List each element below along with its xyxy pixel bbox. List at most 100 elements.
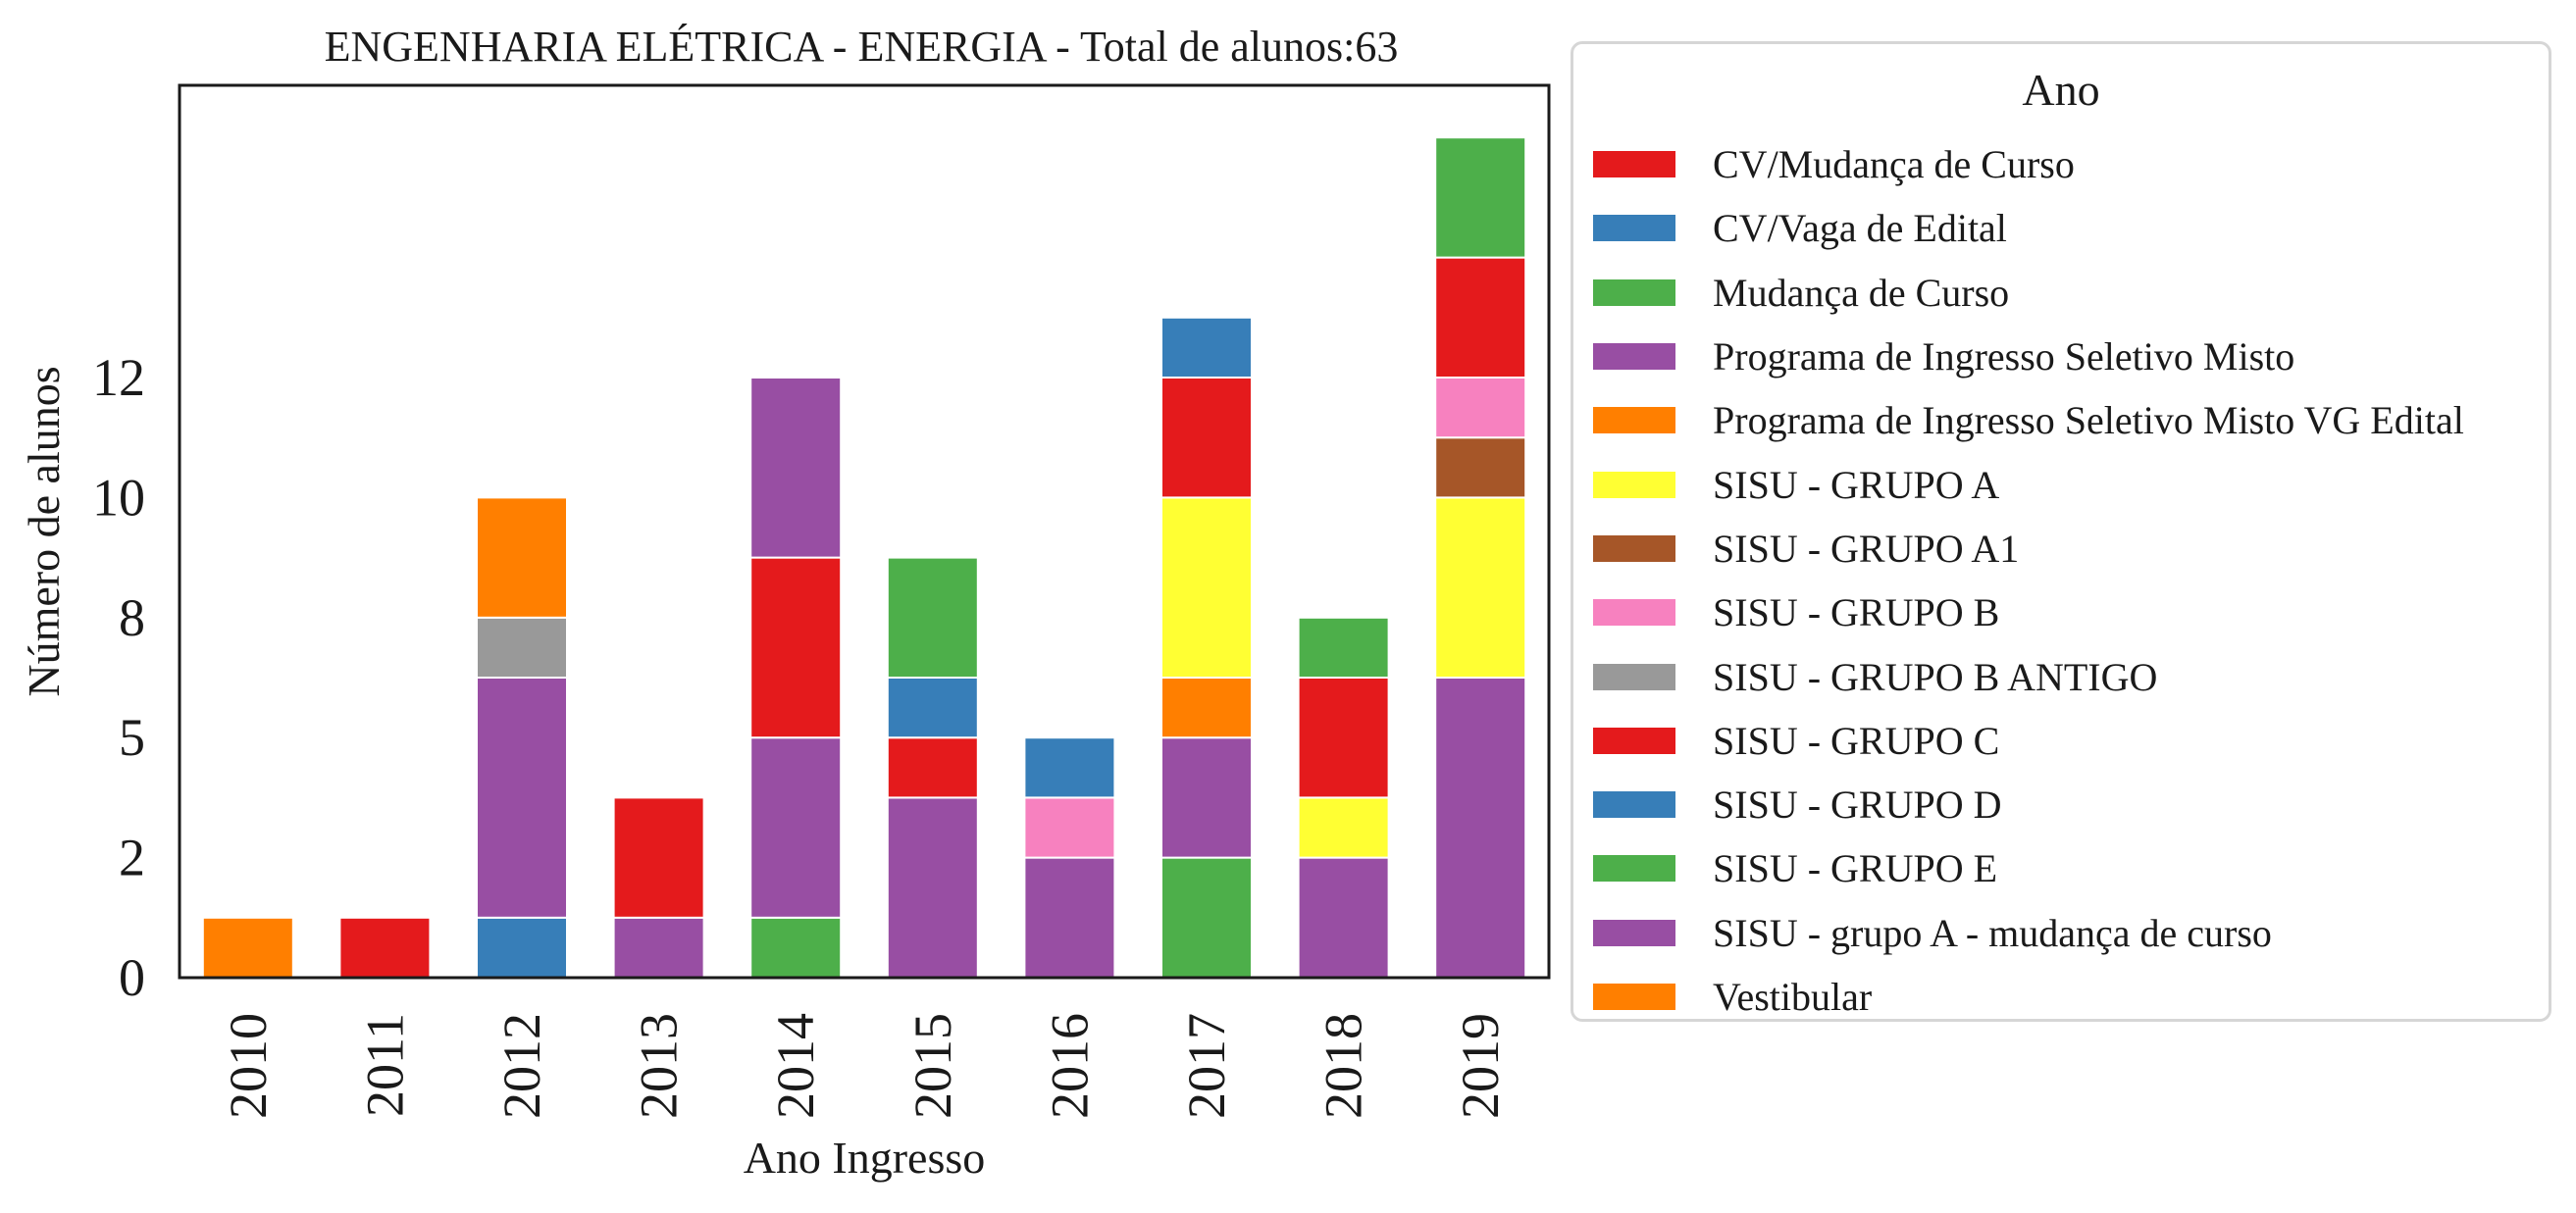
- bar-2015-sisu-grupo-c: [886, 736, 979, 799]
- bar-2019-sisu-grupo-a1: [1434, 436, 1527, 499]
- legend-swatch: [1593, 663, 1675, 690]
- legend-label: SISU - GRUPO D: [1713, 783, 2002, 828]
- legend-label: SISU - GRUPO B: [1713, 590, 2000, 635]
- stacked-bar-chart: ENGENHARIA ELÉTRICA - ENERGIA - Total de…: [19, 23, 1551, 1183]
- bar-2014-sisu-grupo-a-mudanca-de-curso: [749, 377, 843, 559]
- bar-2014-sisu-grupo-a-mudanca-de-curso: [749, 736, 843, 919]
- legend-label: SISU - GRUPO A1: [1713, 526, 2020, 571]
- x-tick-label-2014: 2014: [766, 1013, 825, 1119]
- legend-label: CV/Vaga de Edital: [1713, 206, 2007, 251]
- bar-2019-cv-mudanca-de-curso: [1434, 256, 1527, 379]
- bar-2017-sisu-grupo-a: [1160, 496, 1253, 679]
- bar-2019-sisu-grupo-a: [1434, 496, 1527, 679]
- legend-title: Ano: [2022, 65, 2100, 115]
- y-axis-ticks: 0 2 5 8 10 12: [92, 348, 145, 1007]
- legend-item-mudanca-de-curso: Mudança de Curso: [1593, 261, 2545, 325]
- bar-2018-sisu-grupo-a: [1297, 796, 1390, 859]
- bar-2017-sisu-grupo-c: [1160, 377, 1253, 499]
- y-axis-label: Número de alunos: [19, 366, 69, 696]
- legend-item-cv-mudanca-de-curso: CV/Mudança de Curso: [1593, 132, 2545, 196]
- bar-2015-sisu-grupo-d: [886, 677, 979, 739]
- bar-2011-sisu-grupo-c: [338, 916, 432, 979]
- bar-2014-sisu-grupo-e: [749, 916, 843, 979]
- legend-item-sisu-grupo-a1: SISU - GRUPO A1: [1593, 517, 2545, 581]
- legend-label: SISU - GRUPO E: [1713, 846, 1998, 891]
- plot-area-frame: [178, 83, 1551, 980]
- bar-2018-sisu-grupo-a-mudanca-de-curso: [1297, 856, 1390, 979]
- x-tick-label-2011: 2011: [355, 1013, 414, 1117]
- legend: Ano CV/Mudança de Curso CV/Vaga de Edital…: [1571, 41, 2551, 1022]
- legend-swatch: [1593, 407, 1675, 434]
- legend-swatch: [1593, 984, 1675, 1010]
- legend-swatch: [1593, 855, 1675, 883]
- y-tick-label: 5: [119, 708, 145, 767]
- legend-item-sisu-grupo-e: SISU - GRUPO E: [1593, 836, 2545, 900]
- x-tick-label-2013: 2013: [630, 1013, 689, 1119]
- bar-2012-sisu-grupo-b-antigo: [476, 616, 568, 679]
- bar-2017-vestibular: [1160, 677, 1253, 739]
- legend-item-sisu-grupo-a-mudanca-de-curso: SISU - grupo A - mudança de curso: [1593, 901, 2545, 965]
- bar-2015-sisu-grupo-e: [886, 556, 979, 679]
- legend-swatch: [1593, 215, 1675, 242]
- x-tick-label-2017: 2017: [1177, 1013, 1236, 1119]
- legend-item-sisu-grupo-b: SISU - GRUPO B: [1593, 581, 2545, 644]
- legend-label: Vestibular: [1713, 975, 1873, 1019]
- x-tick-label-2016: 2016: [1040, 1013, 1099, 1119]
- legend-swatch: [1593, 919, 1675, 946]
- bar-2010-vestibular: [201, 916, 294, 979]
- x-tick-label-2012: 2012: [492, 1013, 551, 1119]
- legend-item-programa-de-ingresso-seletivo-misto-vg-edital: Programa de Ingresso Seletivo Misto VG E…: [1593, 388, 2545, 452]
- legend-item-sisu-grupo-d: SISU - GRUPO D: [1593, 773, 2545, 836]
- bar-2013-sisu-grupo-c: [612, 796, 705, 919]
- x-tick-label-2019: 2019: [1451, 1013, 1510, 1119]
- x-tick-label-2010: 2010: [219, 1013, 278, 1119]
- bar-2017-sisu-grupo-a-mudanca-de-curso: [1160, 736, 1253, 859]
- legend-item-cv-vaga-de-edital: CV/Vaga de Edital: [1593, 196, 2545, 260]
- legend-swatch: [1593, 727, 1675, 754]
- bar-2013-sisu-grupo-a-mudanca-de-curso: [612, 916, 705, 979]
- chart-title: ENGENHARIA ELÉTRICA - ENERGIA - Total de…: [325, 23, 1399, 71]
- y-tick-label: 8: [119, 588, 145, 647]
- x-tick-label-2015: 2015: [903, 1013, 962, 1119]
- y-tick-label: 2: [119, 829, 145, 887]
- bar-2016-sisu-grupo-a-mudanca-de-curso: [1023, 856, 1116, 979]
- legend-label: SISU - GRUPO C: [1713, 718, 2000, 763]
- legend-item-sisu-grupo-c: SISU - GRUPO C: [1593, 709, 2545, 773]
- legend-item-vestibular: Vestibular: [1593, 965, 2545, 1029]
- bar-2012-sisu-grupo-d: [476, 916, 568, 979]
- x-axis-ticks: 2010 2011 2012 2013 2014 2015 2016 2017 2018 2019: [219, 1013, 1510, 1119]
- y-tick-label: 0: [119, 948, 145, 1007]
- legend-swatch: [1593, 278, 1675, 306]
- legend-swatch: [1593, 534, 1675, 562]
- legend-list: CV/Mudança de Curso CV/Vaga de Edital Muda…: [1593, 132, 2545, 1029]
- bar-2012-sisu-grupo-a-mudanca-de-curso: [476, 677, 568, 919]
- legend-item-sisu-grupo-a: SISU - GRUPO A: [1593, 452, 2545, 516]
- bar-2017-sisu-grupo-e: [1160, 856, 1253, 979]
- legend-label: SISU - grupo A - mudança de curso: [1713, 910, 2272, 955]
- legend-item-programa-de-ingresso-seletivo-misto: Programa de Ingresso Seletivo Misto: [1593, 325, 2545, 388]
- legend-label: Programa de Ingresso Seletivo Misto: [1713, 334, 2295, 379]
- legend-label: CV/Mudança de Curso: [1713, 142, 2075, 187]
- bar-2019-mudanca-de-curso: [1434, 136, 1527, 259]
- y-tick-label: 10: [92, 468, 145, 527]
- bars-group: [201, 136, 1527, 980]
- bar-2019-sisu-grupo-a-mudanca-de-curso: [1434, 677, 1527, 979]
- legend-swatch: [1593, 471, 1675, 498]
- bar-2014-sisu-grupo-c: [749, 556, 843, 739]
- legend-label: SISU - GRUPO A: [1713, 462, 2000, 507]
- y-tick-label: 12: [92, 348, 145, 407]
- bar-2017-cv-vaga-de-edital: [1160, 316, 1253, 379]
- legend-label: Programa de Ingresso Seletivo Misto VG E…: [1713, 398, 2464, 443]
- legend-item-sisu-grupo-b-antigo: SISU - GRUPO B ANTIGO: [1593, 644, 2545, 708]
- bar-2019-sisu-grupo-b: [1434, 377, 1527, 439]
- legend-swatch: [1593, 599, 1675, 627]
- bar-2016-sisu-grupo-d: [1023, 736, 1116, 799]
- legend-swatch: [1593, 791, 1675, 819]
- legend-label: SISU - GRUPO B ANTIGO: [1713, 654, 2158, 699]
- x-axis-label: Ano Ingresso: [744, 1133, 986, 1183]
- legend-swatch: [1593, 151, 1675, 178]
- bar-2015-sisu-grupo-a-mudanca-de-curso: [886, 796, 979, 980]
- bar-2012-vestibular: [476, 496, 568, 619]
- legend-label: Mudança de Curso: [1713, 270, 2010, 315]
- bar-2016-sisu-grupo-b: [1023, 796, 1116, 859]
